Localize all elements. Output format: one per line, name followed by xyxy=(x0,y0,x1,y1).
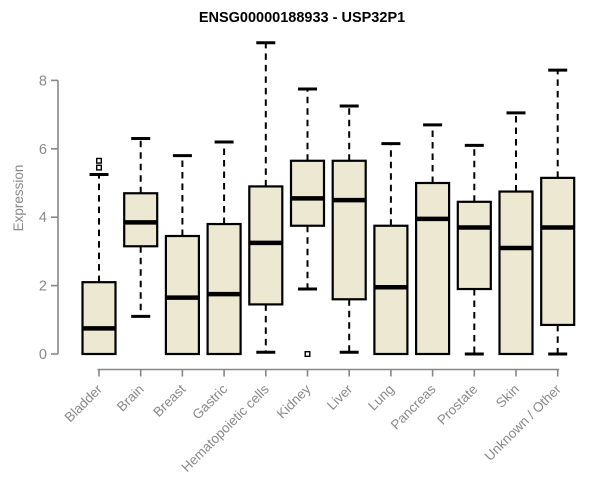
boxplot-liver xyxy=(331,104,367,354)
x-tick-label: Brain xyxy=(114,382,147,415)
box-iqr xyxy=(540,176,576,327)
boxplot-pancreas xyxy=(415,123,451,356)
box-iqr xyxy=(415,181,451,356)
outlier-point xyxy=(95,157,102,164)
box-iqr xyxy=(456,200,492,291)
y-tick-label: 0 xyxy=(39,347,47,363)
boxplot-prostate xyxy=(456,143,492,356)
chart-title: ENSG00000188933 - USP32P1 xyxy=(199,10,405,26)
y-tick-label: 4 xyxy=(39,210,47,226)
box-iqr xyxy=(289,159,326,227)
box-iqr xyxy=(373,224,409,356)
y-tick-label: 6 xyxy=(39,142,47,158)
x-tick-label: Skin xyxy=(493,382,522,411)
y-tick-label: 8 xyxy=(39,73,47,89)
y-axis-label: Expression xyxy=(11,165,26,232)
box-iqr xyxy=(498,190,534,356)
box-iqr xyxy=(206,222,242,356)
x-tick-label: Breast xyxy=(150,381,188,419)
boxplot-brain xyxy=(123,137,159,318)
boxplot-kidney xyxy=(289,87,326,358)
boxplot-gastric xyxy=(206,140,242,356)
boxplot-skin xyxy=(498,111,534,356)
box-iqr xyxy=(331,159,367,301)
boxplot-bladder xyxy=(81,157,117,356)
boxplot-lung xyxy=(373,142,409,356)
x-tick-label: Bladder xyxy=(62,381,106,425)
x-tick-label: Liver xyxy=(324,381,356,413)
x-tick-label: Pancreas xyxy=(388,381,439,432)
boxplot-hematopoietic-cells xyxy=(248,41,284,354)
x-tick-label: Gastric xyxy=(189,381,230,422)
y-tick-label: 2 xyxy=(39,279,47,295)
boxplot-breast xyxy=(164,154,200,356)
boxplot-unknown-other xyxy=(540,68,576,356)
x-tick-label: Unknown / Other xyxy=(482,381,565,464)
outlier-point xyxy=(95,164,102,171)
box-iqr xyxy=(248,185,284,306)
x-tick-label: Kidney xyxy=(274,381,314,421)
box-iqr xyxy=(81,281,117,356)
x-tick-label: Lung xyxy=(365,382,397,414)
box-iqr xyxy=(123,192,159,248)
x-tick-label: Prostate xyxy=(434,382,480,428)
outlier-point xyxy=(304,351,311,358)
box-iqr xyxy=(164,234,200,356)
